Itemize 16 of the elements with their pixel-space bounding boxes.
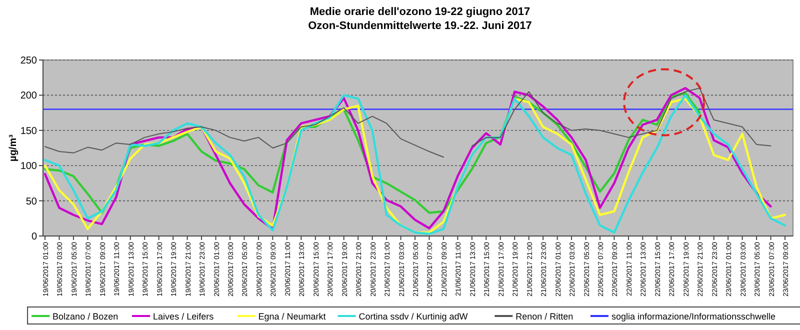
y-axis-title: µg/m³ — [8, 134, 19, 162]
legend-label: Bolzano / Bozen — [52, 312, 118, 322]
legend-label: soglia informazione/Informationsschwelle — [611, 312, 776, 322]
y-tick-label: 0 — [31, 232, 38, 242]
legend-label: Egna / Neumarkt — [258, 312, 326, 322]
line-series — [44, 92, 701, 214]
y-tick-label: 100 — [20, 161, 38, 172]
chart-subtitle: Ozon-Stundenmittelwerte 19.-22. Juni 2017 — [308, 20, 532, 32]
chart-title: Medie orarie dell'ozono 19-22 giugno 2017 — [310, 6, 530, 18]
legend-label: Laives / Leifers — [153, 312, 214, 322]
y-tick-label: 200 — [20, 90, 38, 102]
legend-label: Cortina ssdv / Kurtinig adW — [358, 312, 468, 322]
y-tick-label: 150 — [20, 126, 38, 137]
legend-label: Renon / Ritten — [516, 312, 574, 322]
y-tick-label: 50 — [26, 196, 38, 208]
y-tick-label: 250 — [20, 56, 38, 66]
